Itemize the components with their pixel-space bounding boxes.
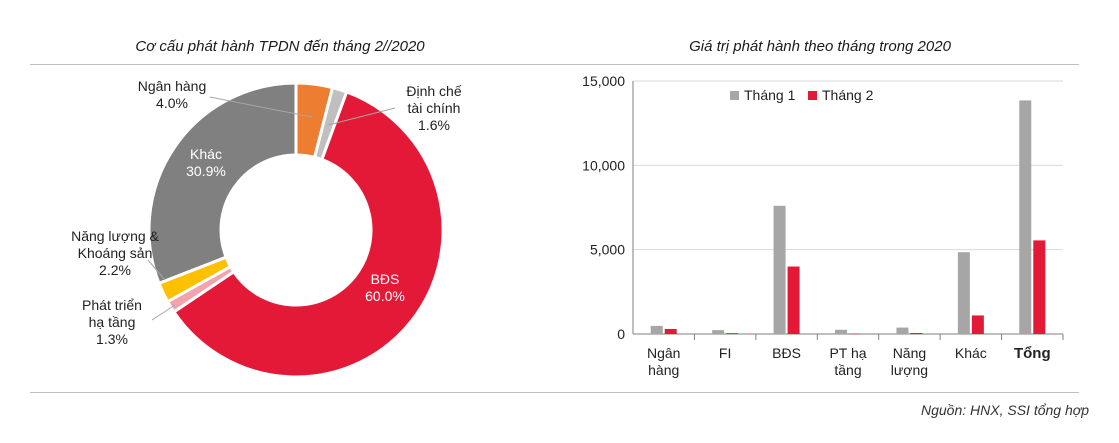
pie-slice-label: Định chế tài chính 1.6% bbox=[406, 83, 461, 133]
bar-chart-title: Giá trị phát hành theo tháng trong 2020 bbox=[689, 38, 951, 55]
bar-thang2 bbox=[664, 328, 677, 334]
pie-slice-label: BĐS 60.0% bbox=[365, 271, 405, 304]
bottom-rule bbox=[30, 392, 1079, 393]
x-category-label: Tổng bbox=[1014, 345, 1051, 362]
pie-slice-label: Phát triển hạ tầng 1.3% bbox=[82, 297, 142, 347]
pie-label-text: Ngân hàng 4.0% bbox=[138, 78, 207, 111]
bar-thang2 bbox=[787, 266, 800, 334]
pie-chart: Ngân hàng 4.0% Định chế tài chính 1.6% BĐS 60.… bbox=[71, 78, 462, 379]
bar-thang2 bbox=[971, 315, 984, 334]
pie-slice-label: Ngân hàng 4.0% bbox=[138, 78, 207, 111]
pie-leader-line bbox=[209, 96, 313, 118]
pie-slice bbox=[171, 90, 445, 379]
x-category-label: Khác bbox=[955, 345, 987, 361]
x-category-label: BĐS bbox=[772, 345, 801, 361]
pie-leader-line bbox=[327, 107, 396, 126]
legend-swatch bbox=[808, 91, 817, 100]
legend-label: Tháng 1 bbox=[744, 87, 796, 103]
pie-leader-line bbox=[147, 259, 166, 281]
y-tick-label: 0 bbox=[617, 326, 625, 342]
bar-thang1 bbox=[835, 329, 847, 334]
legend-label: Tháng 2 bbox=[822, 87, 874, 103]
bar-chart: 0 5,000 10,000 15,000 Ngân hàng FI BĐS PT hạ tầng… bbox=[582, 73, 1064, 378]
bar-thang1 bbox=[773, 205, 786, 334]
bar-thang2 bbox=[910, 332, 923, 334]
x-category-label: Năng lượng bbox=[891, 345, 928, 378]
pie-slice bbox=[147, 81, 298, 286]
x-category-label: PT hạ tầng bbox=[829, 345, 866, 378]
pie-slice-label: Khác 30.9% bbox=[186, 146, 226, 179]
bar-thang1 bbox=[650, 325, 663, 334]
y-tick-label: 15,000 bbox=[582, 73, 625, 89]
bar-thang1 bbox=[712, 330, 725, 334]
bar-thang2 bbox=[726, 333, 739, 334]
pie-slice-label: Năng lượng & Khoáng sản 2.2% bbox=[71, 228, 159, 278]
source-note: Nguồn: HNX, SSI tổng hợp bbox=[921, 402, 1089, 418]
pie-leader-line bbox=[151, 304, 176, 321]
pie-chart-title: Cơ cấu phát hành TPDN đến tháng 2//2020 bbox=[135, 38, 425, 55]
bar-thang1 bbox=[957, 252, 970, 334]
pie-label-text: Khác 30.9% bbox=[186, 146, 226, 179]
bar-thang1 bbox=[896, 327, 909, 334]
x-category-label: FI bbox=[719, 345, 731, 361]
bar-thang2 bbox=[1033, 240, 1046, 334]
pie-label-text: Phát triển hạ tầng 1.3% bbox=[82, 297, 142, 347]
bar-thang1 bbox=[1019, 100, 1032, 334]
top-rule bbox=[30, 64, 1079, 65]
bar-thang2 bbox=[849, 333, 861, 335]
legend-swatch bbox=[730, 91, 739, 100]
pie-label-text: Định chế tài chính 1.6% bbox=[406, 83, 461, 133]
y-tick-label: 5,000 bbox=[590, 242, 625, 258]
pie-label-text: Năng lượng & Khoáng sản 2.2% bbox=[71, 228, 159, 278]
pie-label-text: BĐS 60.0% bbox=[365, 271, 405, 304]
x-category-label: Ngân hàng bbox=[647, 345, 680, 378]
y-tick-label: 10,000 bbox=[582, 157, 625, 173]
